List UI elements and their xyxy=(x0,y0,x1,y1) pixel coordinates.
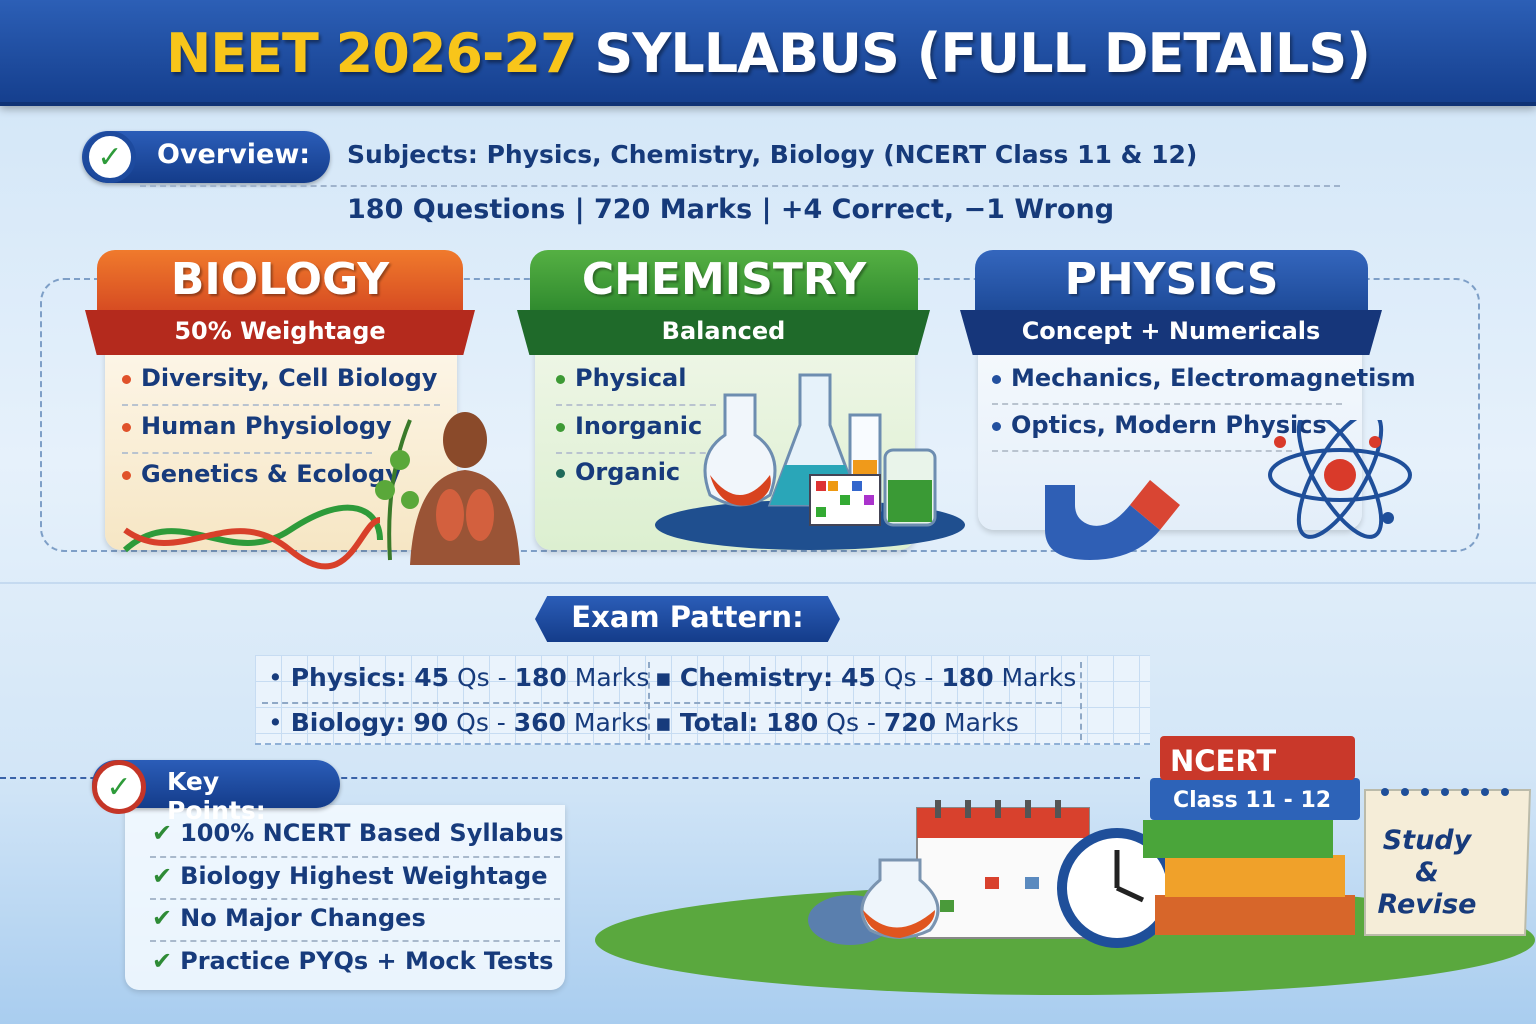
key-points-panel xyxy=(125,805,565,990)
magnet-atom-icon xyxy=(1045,420,1412,560)
biology-card-body xyxy=(105,345,457,550)
book-ncert-label: NCERT xyxy=(1170,744,1277,778)
exam-pattern-panel xyxy=(255,655,1150,745)
notepad-text: Study & Revise xyxy=(1377,825,1477,920)
header-banner xyxy=(0,0,1536,106)
biology-item: Diversity, Cell Biology xyxy=(122,364,437,392)
key-point: ✔ No Major Changes xyxy=(152,904,426,932)
exam-row-total: ▪ Total: 180 Qs - 720 Marks xyxy=(655,708,1019,737)
exam-row-chemistry: ▪ Chemistry: 45 Qs - 180 Marks xyxy=(655,663,1077,692)
lab-flasks-icon xyxy=(655,373,965,550)
biology-illustration-icon xyxy=(122,412,520,570)
biology-item: Genetics & Ecology xyxy=(122,460,401,488)
chemistry-item: Physical xyxy=(556,364,686,392)
overview-stats: 180 Questions | 720 Marks | +4 Correct, … xyxy=(347,194,1115,225)
biology-item: Human Physiology xyxy=(122,412,392,440)
exam-row-biology: • Biology: 90 Qs - 360 Marks xyxy=(268,708,649,737)
page-title: NEET 2026-27 SYLLABUS (FULL DETAILS) xyxy=(166,22,1371,85)
overview-subjects: Subjects: Physics, Chemistry, Biology (N… xyxy=(347,140,1198,169)
biology-title: BIOLOGY xyxy=(97,250,463,312)
exam-pattern-title: Exam Pattern: xyxy=(535,596,840,642)
study-illustration-icon xyxy=(595,736,1535,995)
chemistry-subtitle: Balanced xyxy=(517,310,930,355)
chemistry-title: CHEMISTRY xyxy=(530,250,918,312)
physics-item: Optics, Modern Physics xyxy=(992,411,1327,439)
chemistry-item: Inorganic xyxy=(556,412,702,440)
book-class-label: Class 11 - 12 xyxy=(1173,788,1332,813)
key-point: ✔ Biology Highest Weightage xyxy=(152,862,548,890)
divider xyxy=(140,185,1340,187)
key-point: ✔ Practice PYQs + Mock Tests xyxy=(152,947,554,975)
physics-title: PHYSICS xyxy=(975,250,1368,312)
exam-row-physics: • Physics: 45 Qs - 180 Marks xyxy=(268,663,650,692)
chemistry-item: Organic xyxy=(556,458,680,486)
biology-subtitle: 50% Weightage xyxy=(85,310,475,355)
key-point: ✔ 100% NCERT Based Syllabus xyxy=(152,819,564,847)
physics-item: Mechanics, Electromagnetism xyxy=(992,364,1416,392)
check-icon: ✓ xyxy=(92,760,146,814)
check-icon: ✓ xyxy=(84,131,136,183)
physics-subtitle: Concept + Numericals xyxy=(960,310,1382,355)
